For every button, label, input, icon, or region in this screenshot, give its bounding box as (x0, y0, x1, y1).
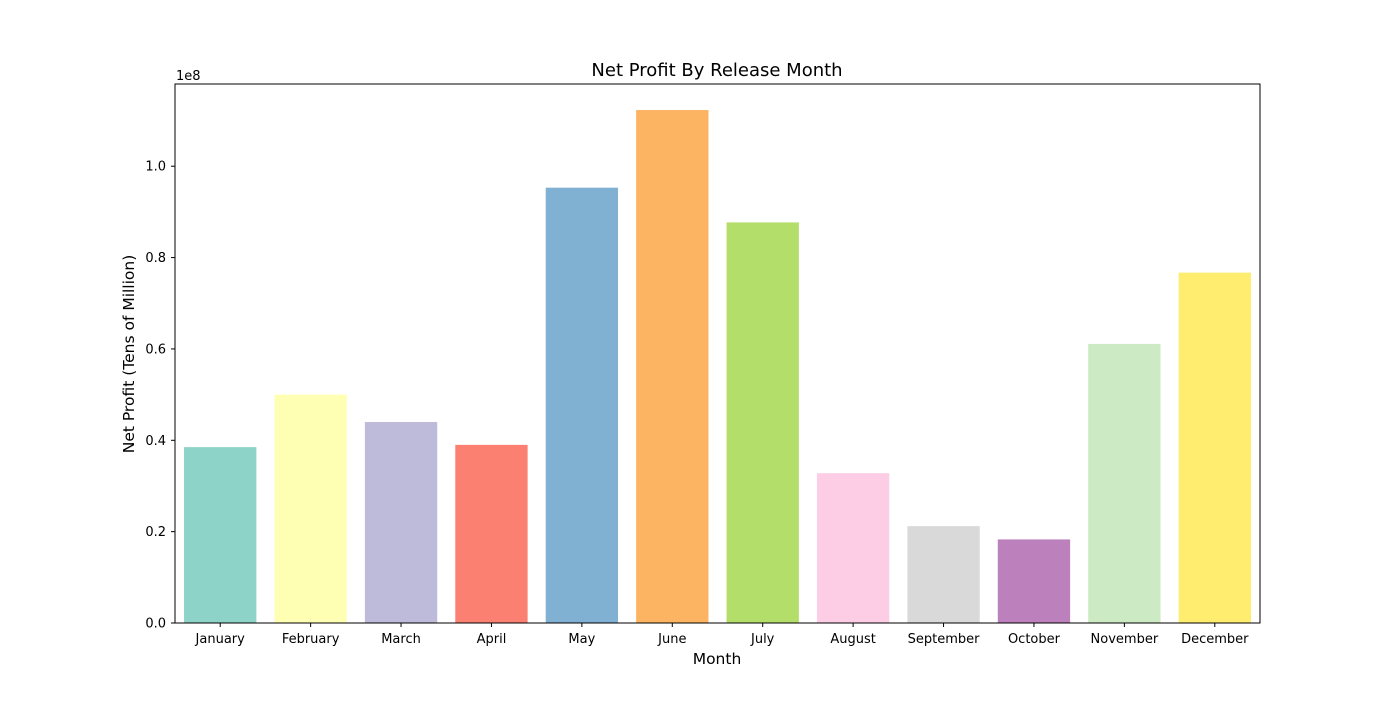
x-tick-label: August (830, 632, 876, 647)
bar-october (997, 539, 1071, 623)
y-tick-label: 0.6 (145, 342, 166, 357)
y-offset-label: 1e8 (176, 69, 201, 84)
y-tick-label: 0.4 (145, 434, 166, 449)
bar-june (636, 110, 709, 624)
x-tick-label: September (908, 632, 981, 647)
x-tick-label: October (1008, 632, 1061, 647)
x-tick-label: December (1181, 632, 1249, 647)
bar-april (455, 444, 528, 623)
bar-july (726, 222, 799, 623)
x-tick-label: July (750, 632, 775, 647)
x-tick-label: June (657, 632, 686, 647)
chart-title: Net Profit By Release Month (591, 60, 842, 81)
x-tick-label: May (568, 632, 595, 647)
bar-february (274, 394, 347, 623)
bar-may (545, 187, 619, 623)
x-tick-label: February (282, 632, 340, 647)
bars-group (184, 110, 1251, 624)
y-axis-title: Net Profit (Tens of Million) (120, 255, 138, 454)
bar-november (1088, 343, 1161, 623)
plot-frame (174, 83, 1261, 624)
x-axis: January February March April May June July Augu… (195, 623, 1249, 647)
x-tick-label: November (1091, 632, 1159, 647)
y-axis: 0.0 0.2 0.4 0.6 0.8 1.0 (145, 160, 175, 632)
y-tick-label: 0.2 (145, 525, 166, 540)
y-tick-label: 1.0 (145, 160, 166, 175)
bar-january (184, 447, 257, 623)
x-tick-label: January (195, 632, 246, 647)
y-tick-label: 0.0 (145, 617, 166, 632)
x-axis-title: Month (693, 650, 742, 668)
bar-march (364, 422, 438, 623)
y-tick-label: 0.8 (145, 251, 166, 266)
x-tick-label: April (477, 632, 507, 647)
bar-december (1178, 272, 1251, 623)
x-tick-label: March (381, 632, 421, 647)
bar-august (816, 473, 890, 623)
bar-september (907, 526, 980, 623)
